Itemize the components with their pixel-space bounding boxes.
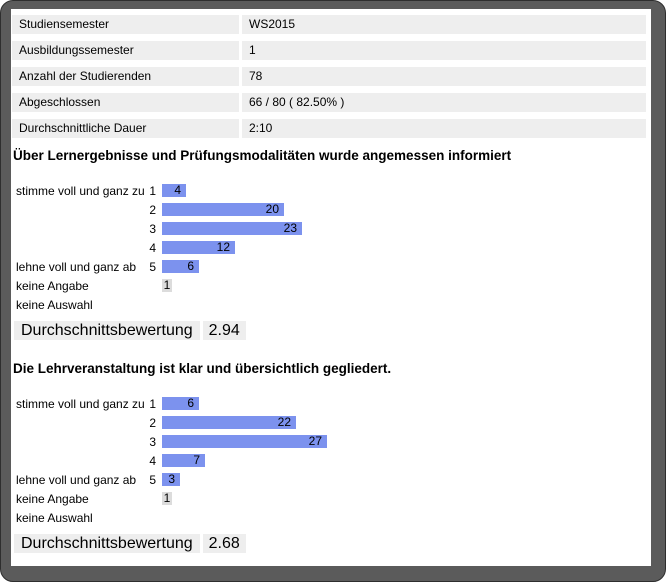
chart-row: stimme voll und ganz zu 1 4 <box>12 181 651 200</box>
chart-row: keine Angabe 1 <box>12 489 651 508</box>
info-value: WS2015 <box>242 15 646 34</box>
chart-row: stimme voll und ganz zu 1 6 <box>12 394 651 413</box>
chart-row: 2 22 <box>12 413 651 432</box>
info-label: Abgeschlossen <box>12 93 239 112</box>
value-bar: 6 <box>162 397 199 410</box>
value-bar: 3 <box>162 473 180 486</box>
scale-number: 5 <box>149 472 156 487</box>
info-table: Studiensemester WS2015 Ausbildungssemester… <box>12 15 646 138</box>
average-value: 2.94 <box>202 321 246 340</box>
bar-cell: 7 <box>162 454 205 467</box>
info-row: Ausbildungssemester 1 <box>12 41 646 60</box>
scale-label: lehne voll und ganz ab <box>16 259 137 274</box>
bar-cell: 6 <box>162 397 199 410</box>
bar-value-label: 6 <box>187 396 194 410</box>
scale-number: 2 <box>149 415 156 430</box>
bar-cell: 3 <box>162 473 180 486</box>
scale-number: 4 <box>149 240 156 255</box>
info-label: Anzahl der Studierenden <box>12 67 239 86</box>
bar-cell: 6 <box>162 260 199 273</box>
scale-number: 1 <box>149 396 156 411</box>
info-value: 1 <box>242 41 646 60</box>
bar-value-label: 12 <box>216 240 230 254</box>
scale-label: keine Auswahl <box>16 510 93 525</box>
chart-row: 2 20 <box>12 200 651 219</box>
value-bar: 6 <box>162 260 199 273</box>
average-label: Durchschnittsbewertung <box>14 534 200 553</box>
average-label: Durchschnittsbewertung <box>14 321 200 340</box>
scale-label: keine Angabe <box>16 278 89 293</box>
info-row: Studiensemester WS2015 <box>12 15 646 34</box>
average-value: 2.68 <box>202 534 246 553</box>
info-row: Anzahl der Studierenden 78 <box>12 67 646 86</box>
chart-row: lehne voll und ganz ab 5 6 <box>12 257 651 276</box>
bar-value-label: 27 <box>308 434 322 448</box>
value-bar: 23 <box>162 222 302 235</box>
chart-rows-2: stimme voll und ganz zu 1 6 2 22 3 27 4 7 lehne v… <box>12 394 651 527</box>
chart-title-1: Über Lernergebnisse und Prüfungsmodalitä… <box>13 148 512 163</box>
report-page: Studiensemester WS2015 Ausbildungssemester… <box>11 9 651 566</box>
scale-number: 2 <box>149 202 156 217</box>
info-label: Ausbildungssemester <box>12 41 239 60</box>
bar-value-label: 23 <box>283 221 297 235</box>
bar-cell: 1 <box>162 279 172 292</box>
chart-title-2: Die Lehrveranstaltung ist klar und übers… <box>13 361 392 376</box>
scale-number: 5 <box>149 259 156 274</box>
value-bar: 12 <box>162 241 235 254</box>
average-row-2: Durchschnittsbewertung 2.68 <box>14 534 651 553</box>
bar-value-label: 20 <box>265 202 279 216</box>
chart-row: 3 23 <box>12 219 651 238</box>
chart-row: keine Auswahl <box>12 508 651 527</box>
info-value: 78 <box>242 67 646 86</box>
scale-number: 4 <box>149 453 156 468</box>
chart-rows-1: stimme voll und ganz zu 1 4 2 20 3 23 4 12 lehne … <box>12 181 651 314</box>
bar-cell: 12 <box>162 241 235 254</box>
chart-row: keine Auswahl <box>12 295 651 314</box>
bar-value-label: 7 <box>193 453 200 467</box>
average-row-1: Durchschnittsbewertung 2.94 <box>14 321 651 340</box>
chart-row: 4 12 <box>12 238 651 257</box>
info-label: Studiensemester <box>12 15 239 34</box>
bar-cell: 4 <box>162 184 186 197</box>
bar-cell: 20 <box>162 203 284 216</box>
scale-label: lehne voll und ganz ab <box>16 472 137 487</box>
value-bar: 7 <box>162 454 205 467</box>
no-answer-bar: 1 <box>162 278 172 292</box>
bar-cell: 1 <box>162 492 172 505</box>
scale-label: stimme voll und ganz zu <box>16 396 145 411</box>
scale-label: keine Angabe <box>16 491 89 506</box>
bar-value-label: 6 <box>187 259 194 273</box>
bar-value-label: 3 <box>168 472 175 486</box>
info-value: 66 / 80 ( 82.50% ) <box>242 93 646 112</box>
value-bar: 27 <box>162 435 327 448</box>
bar-value-label: 4 <box>174 183 181 197</box>
info-label: Durchschnittliche Dauer <box>12 119 239 138</box>
value-bar: 20 <box>162 203 284 216</box>
value-bar: 22 <box>162 416 296 429</box>
info-row: Abgeschlossen 66 / 80 ( 82.50% ) <box>12 93 646 112</box>
scale-number: 3 <box>149 434 156 449</box>
info-row: Durchschnittliche Dauer 2:10 <box>12 119 646 138</box>
bar-cell: 22 <box>162 416 296 429</box>
bar-cell: 23 <box>162 222 302 235</box>
scale-label: keine Auswahl <box>16 297 93 312</box>
info-value: 2:10 <box>242 119 646 138</box>
bar-value-label: 22 <box>277 415 291 429</box>
scale-number: 1 <box>149 183 156 198</box>
scale-number: 3 <box>149 221 156 236</box>
value-bar: 4 <box>162 184 186 197</box>
chart-row: lehne voll und ganz ab 5 3 <box>12 470 651 489</box>
no-answer-bar: 1 <box>162 491 172 505</box>
bar-cell: 27 <box>162 435 327 448</box>
chart-row: keine Angabe 1 <box>12 276 651 295</box>
scale-label: stimme voll und ganz zu <box>16 183 145 198</box>
chart-row: 3 27 <box>12 432 651 451</box>
